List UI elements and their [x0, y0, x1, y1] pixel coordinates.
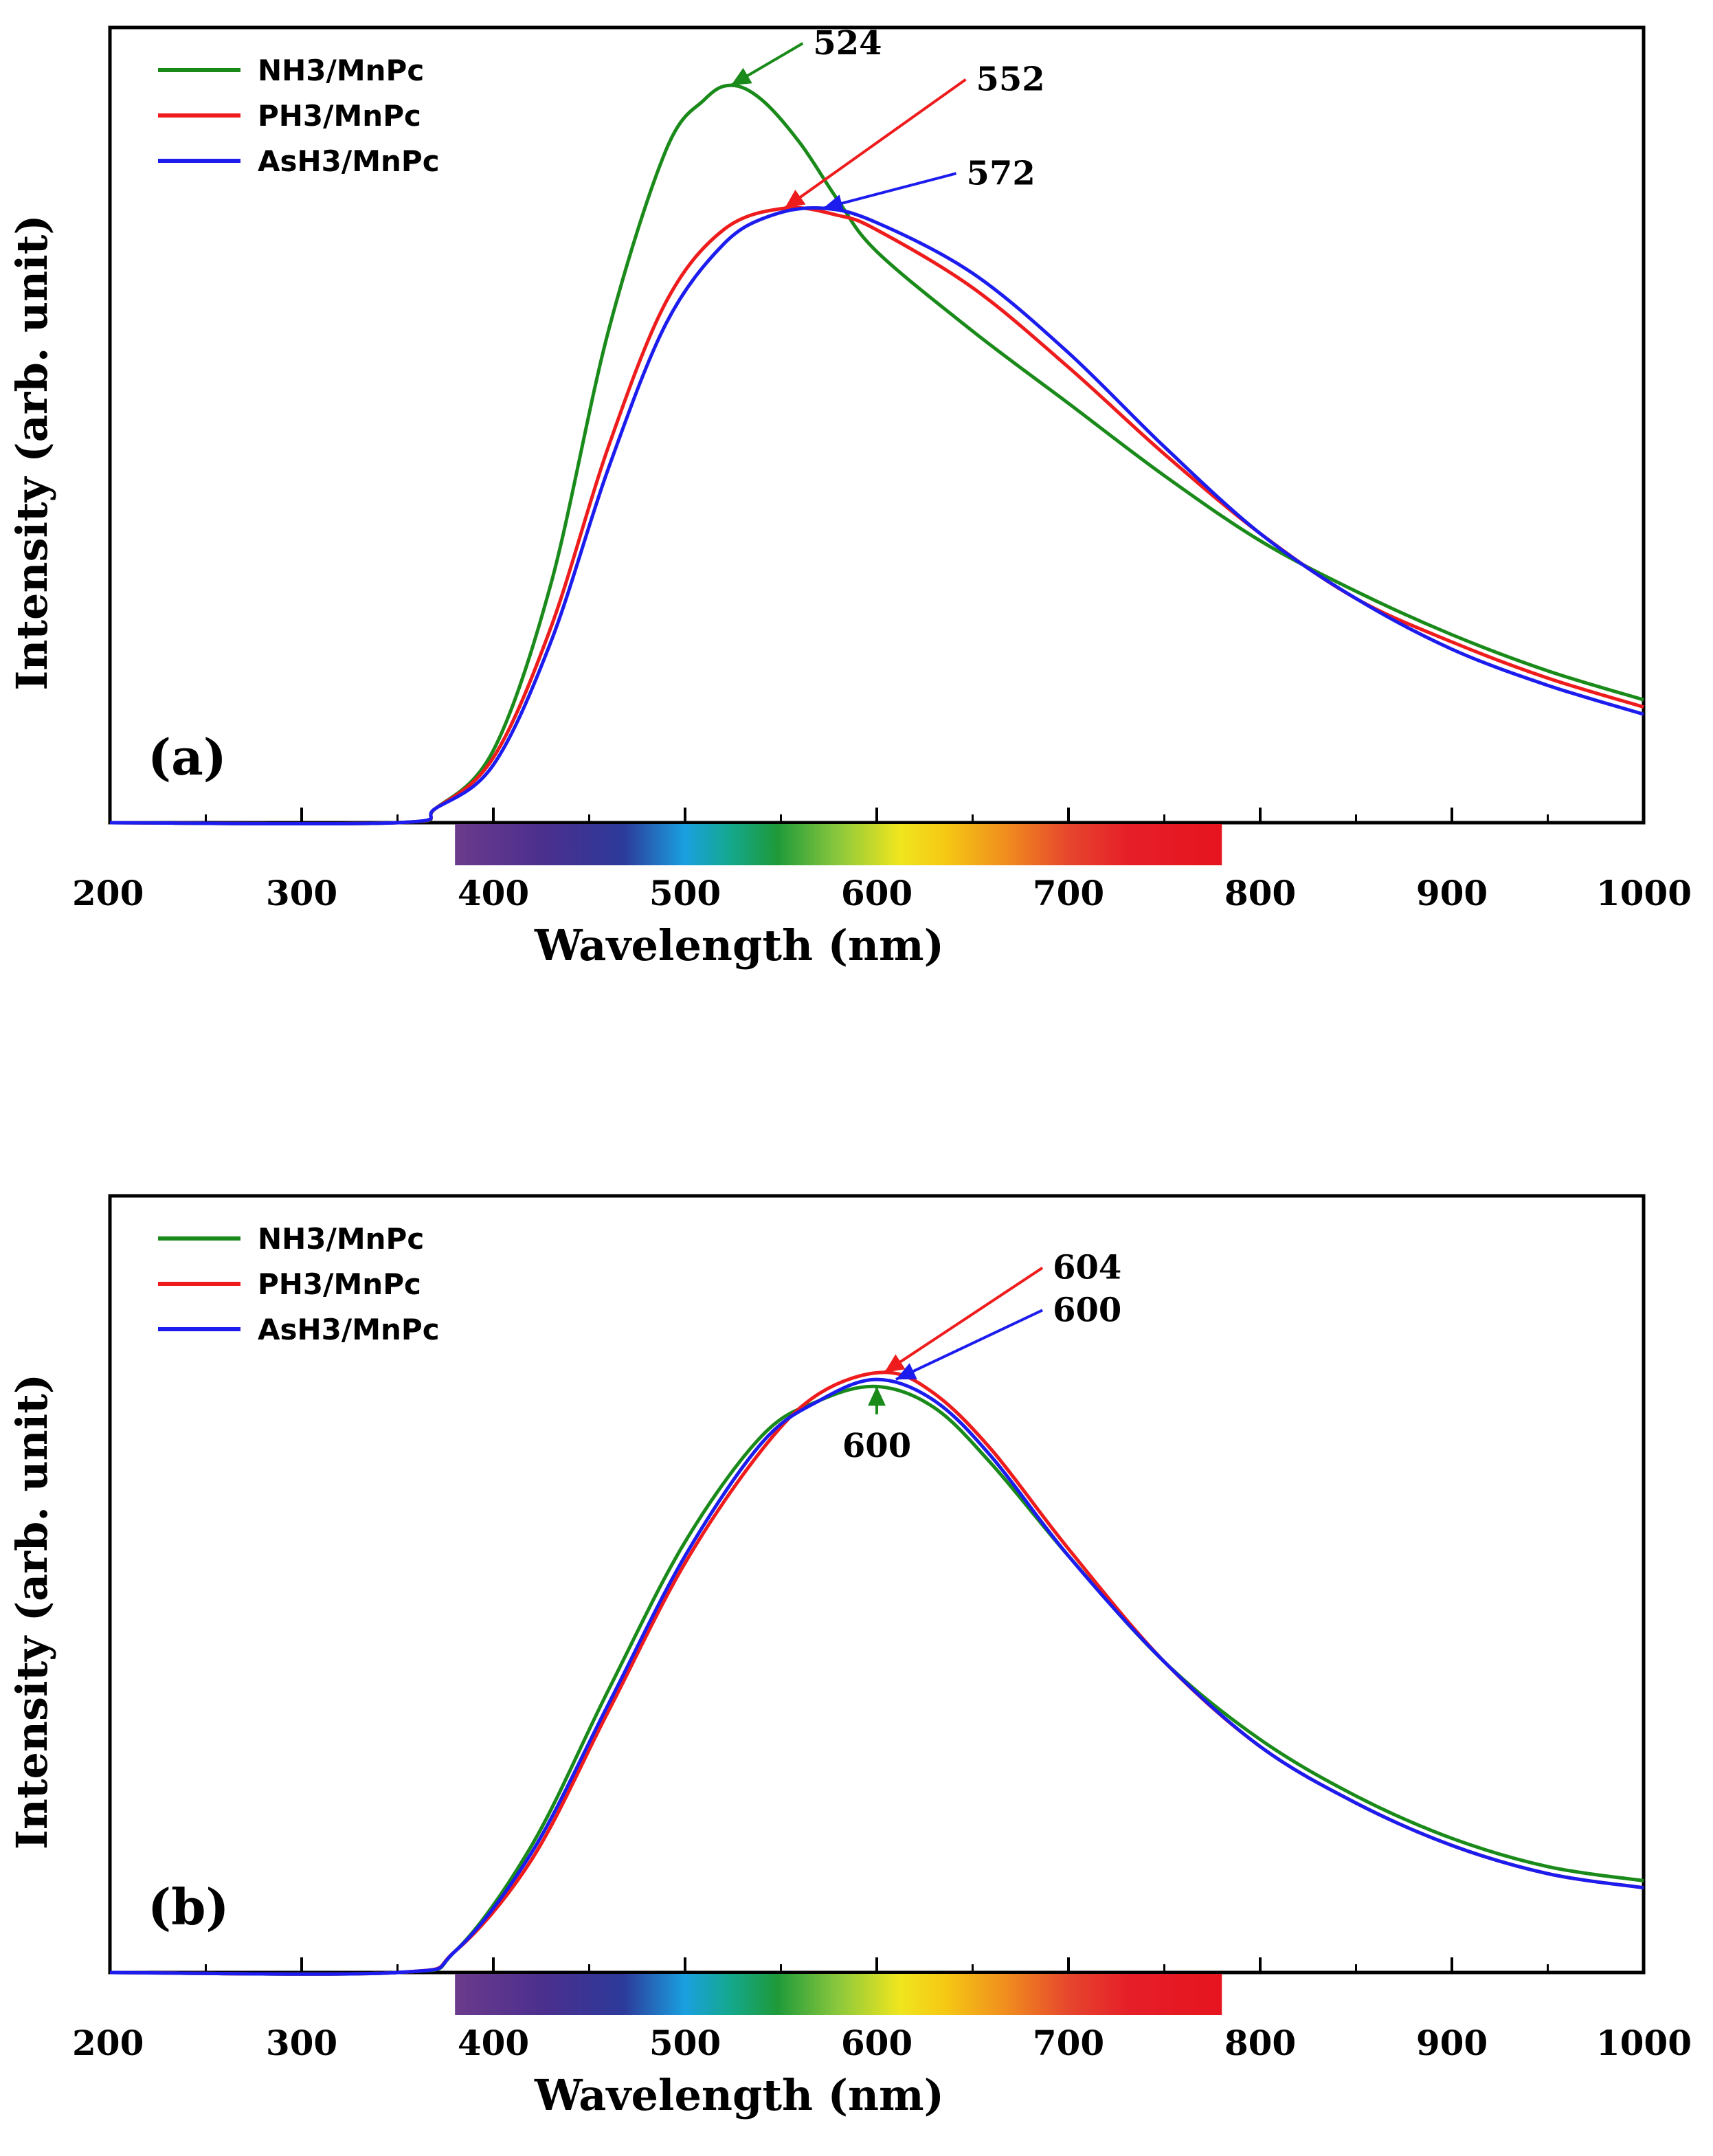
panel-a-annotation-arrowhead-552 — [785, 190, 806, 208]
panel-a-x-tick-label: 800 — [1224, 873, 1296, 913]
panel-a-x-tick-label: 200 — [72, 873, 144, 913]
panel-a-x-tick-label: 700 — [1033, 873, 1104, 913]
panel-b-annotation-label-600: 600 — [1053, 1291, 1121, 1329]
panel-a-y-axis-title: Intensity (arb. unit) — [7, 214, 57, 690]
panel-b-x-tick-label: 700 — [1033, 2023, 1104, 2063]
panel-b-x-tick-label: 300 — [266, 2023, 337, 2063]
panel-a-x-tick-label: 500 — [649, 873, 721, 913]
panel-b-annotation-arrowhead-604 — [884, 1354, 906, 1372]
panel-a-x-tick-label: 600 — [841, 873, 913, 913]
panel-b-x-tick-label: 200 — [72, 2023, 144, 2063]
panel-a-annotation-arrow-572 — [822, 172, 957, 210]
panel-b-annotation-arrow-600 — [895, 1309, 1043, 1381]
panel-b-x-tick-label: 500 — [649, 2023, 721, 2063]
panel-b-annotation-arrow-604 — [884, 1267, 1044, 1374]
panel-a-x-axis-title: Wavelength (nm) — [534, 920, 944, 970]
chart-panel-b: 200 300 400 500 600 700 800 900 1000 Wavelength (… — [7, 1194, 1692, 2120]
panel-a-annotation-label-552: 552 — [976, 60, 1045, 99]
panel-b-annotation-label-604: 604 — [1053, 1249, 1121, 1287]
panel-a-x-tick-label: 900 — [1416, 873, 1488, 913]
panel-b-annotation-label-600: 600 — [842, 1427, 911, 1465]
chart-panel-a: 200 300 400 500 600 700 800 900 1000 Wavelength (… — [7, 24, 1692, 970]
panel-b-y-axis-title: Intensity (arb. unit) — [7, 1374, 57, 1849]
panel-a-annotation-label-524: 524 — [813, 24, 882, 63]
panel-b-x-axis-title: Wavelength (nm) — [534, 2070, 944, 2120]
panel-b-panel-label: (b) — [148, 1878, 229, 1936]
panel-b-series-ash3-mnpc — [109, 1377, 1644, 1976]
panel-a-annotation-label-572: 572 — [967, 154, 1035, 192]
panel-b-legend-label-ash3-mnpc: AsH3/MnPc — [258, 1313, 440, 1346]
panel-b-legend-label-nh3-mnpc: NH3/MnPc — [258, 1222, 424, 1256]
panel-b-annotation-arrowhead-600 — [868, 1386, 886, 1406]
panel-b-x-tick-label: 800 — [1224, 2023, 1296, 2063]
panel-a-series-ph3-mnpc — [109, 205, 1644, 826]
panel-a-series-nh3-mnpc — [109, 83, 1644, 826]
panel-a-legend-label-ash3-mnpc: AsH3/MnPc — [258, 144, 440, 178]
panel-a-panel-label: (a) — [148, 728, 227, 786]
panel-b-legend-label-ph3-mnpc: PH3/MnPc — [258, 1267, 421, 1301]
panel-a-legend-label-nh3-mnpc: NH3/MnPc — [258, 54, 424, 87]
panel-b-x-tick-label: 900 — [1416, 2023, 1488, 2063]
panel-a-x-tick-label: 400 — [458, 873, 529, 913]
panel-a-x-tick-label: 1000 — [1596, 873, 1692, 913]
panel-a-legend-label-ph3-mnpc: PH3/MnPc — [258, 99, 421, 133]
panel-b-annotation-arrowhead-600 — [895, 1363, 917, 1380]
panel-a-annotation-arrow-552 — [783, 78, 967, 210]
panel-a-annotation-arrowhead-524 — [730, 67, 752, 86]
panel-b-visible-spectrum-bar — [455, 1974, 1222, 2015]
panel-a-annotation-arrowhead-572 — [822, 195, 844, 212]
panel-b-series-nh3-mnpc — [109, 1384, 1644, 1976]
panel-b-x-tick-label: 600 — [841, 2023, 913, 2063]
panel-a-visible-spectrum-bar — [455, 824, 1222, 865]
panel-b-x-tick-label: 1000 — [1596, 2023, 1692, 2063]
panel-a-series-ash3-mnpc — [109, 206, 1644, 826]
panel-a-x-tick-label: 300 — [266, 873, 337, 913]
panel-b-x-tick-label: 400 — [458, 2023, 529, 2063]
